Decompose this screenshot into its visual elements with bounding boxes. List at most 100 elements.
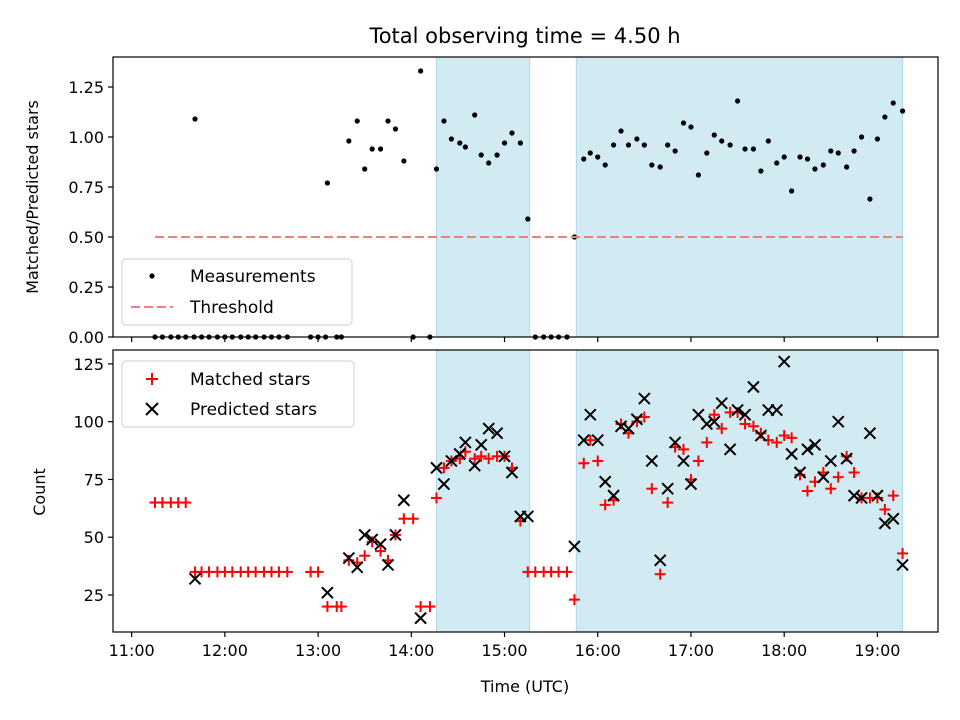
measurement-point bbox=[867, 196, 873, 202]
predicted-point bbox=[793, 466, 807, 479]
bottom-xtick-label: 18:00 bbox=[761, 641, 807, 660]
matched-point bbox=[424, 601, 436, 613]
matched-point bbox=[879, 503, 891, 515]
bottom-ylabel: Count bbox=[30, 468, 49, 516]
top-ytick-label: 1.25 bbox=[68, 78, 104, 97]
measurement-point bbox=[486, 160, 492, 166]
measurement-point bbox=[610, 142, 617, 148]
measurement-point bbox=[820, 162, 826, 168]
matched-point bbox=[415, 601, 427, 613]
predicted-point bbox=[498, 450, 511, 463]
predicted-point bbox=[817, 470, 830, 484]
top-axes-frame bbox=[112, 56, 939, 338]
matched-point bbox=[897, 547, 909, 559]
measurement-point bbox=[812, 166, 818, 172]
measurement-point bbox=[835, 150, 841, 156]
measurement-point bbox=[680, 120, 687, 126]
measurement-point bbox=[882, 114, 888, 120]
matched-point bbox=[407, 513, 419, 525]
matched-point bbox=[848, 467, 860, 479]
predicted-point bbox=[808, 438, 822, 451]
measurement-point bbox=[765, 138, 771, 144]
top-ytick-label: 0.00 bbox=[68, 328, 104, 347]
measurement-point bbox=[649, 162, 655, 168]
bottom-ytick-label: 125 bbox=[73, 355, 104, 374]
predicted-point bbox=[490, 427, 504, 440]
predicted-point bbox=[638, 392, 651, 405]
predicted-point bbox=[832, 415, 845, 428]
measurement-point bbox=[797, 154, 803, 160]
matched-point bbox=[398, 513, 410, 525]
predicted-point bbox=[591, 433, 604, 447]
matched-point bbox=[887, 490, 899, 502]
bottom-xtick-label: 14:00 bbox=[388, 641, 434, 660]
predicted-point bbox=[754, 429, 768, 442]
top-ytick-label: 0.50 bbox=[68, 228, 104, 247]
predicted-point bbox=[445, 454, 458, 468]
measurement-point bbox=[641, 142, 647, 148]
predicted-point bbox=[577, 433, 590, 447]
matched-point bbox=[599, 499, 611, 511]
measurement-point bbox=[472, 112, 478, 118]
measurement-point bbox=[401, 158, 407, 164]
predicted-point bbox=[855, 491, 868, 505]
predicted-point bbox=[747, 380, 760, 394]
measurement-point bbox=[462, 144, 468, 150]
predicted-point bbox=[374, 537, 387, 551]
legend-measurements-label: Measurements bbox=[190, 267, 316, 287]
measurement-point bbox=[595, 154, 601, 160]
measurement-point bbox=[657, 164, 663, 170]
top-ylabel: Matched/Predicted stars bbox=[23, 100, 42, 294]
measurement-point bbox=[742, 146, 748, 152]
top-data-marks bbox=[152, 68, 906, 340]
measurement-point bbox=[672, 148, 678, 154]
top-y-ticks: 0.00 0.25 0.50 0.75 1.00 1.25 bbox=[68, 78, 113, 347]
matched-point bbox=[832, 471, 844, 483]
matched-point bbox=[375, 545, 387, 557]
measurement-point bbox=[634, 136, 640, 142]
measurement-point bbox=[774, 160, 780, 166]
measurement-point bbox=[758, 168, 764, 174]
predicted-point bbox=[700, 417, 714, 431]
measurement-point bbox=[494, 152, 500, 158]
measurement-point bbox=[618, 128, 624, 134]
measurement-point bbox=[899, 108, 906, 114]
bottom-xtick-label: 16:00 bbox=[575, 641, 621, 660]
matched-point bbox=[430, 492, 442, 504]
measurement-point bbox=[587, 150, 593, 156]
legend-matched-label: Matched stars bbox=[190, 370, 310, 390]
matched-point bbox=[584, 434, 596, 446]
bottom-xtick-label: 11:00 bbox=[109, 641, 155, 660]
predicted-point bbox=[468, 459, 481, 472]
measurement-point bbox=[828, 148, 834, 154]
measurement-point bbox=[704, 150, 710, 156]
matched-point bbox=[438, 462, 450, 474]
predicted-point bbox=[668, 436, 682, 449]
predicted-point bbox=[505, 466, 519, 479]
matched-point bbox=[180, 497, 192, 509]
predicted-point bbox=[677, 454, 690, 468]
measurement-point bbox=[789, 188, 795, 194]
bottom-ytick-label: 75 bbox=[84, 470, 104, 489]
measurement-point bbox=[581, 156, 587, 162]
predicted-point bbox=[358, 528, 371, 542]
measurement-point bbox=[844, 164, 850, 170]
predicted-point bbox=[607, 489, 620, 502]
top-panel: Total observing time = 4.50 h 0.000.250.… bbox=[23, 24, 939, 347]
matched-point bbox=[469, 453, 481, 465]
top-ytick-label: 1.00 bbox=[68, 128, 104, 147]
predicted-point bbox=[887, 512, 900, 525]
measurement-point bbox=[750, 146, 757, 152]
measurement-point bbox=[711, 132, 717, 138]
matched-point bbox=[771, 436, 783, 448]
predicted-point bbox=[785, 447, 798, 461]
matched-point bbox=[786, 432, 798, 444]
predicted-point bbox=[871, 489, 884, 502]
bottom-xtick-label: 12:00 bbox=[202, 641, 248, 660]
measurement-point bbox=[478, 152, 484, 158]
predicted-point bbox=[847, 489, 861, 502]
measurement-point bbox=[695, 172, 702, 178]
matched-point bbox=[701, 436, 713, 448]
predicted-point bbox=[801, 443, 814, 456]
predicted-point bbox=[770, 403, 783, 417]
